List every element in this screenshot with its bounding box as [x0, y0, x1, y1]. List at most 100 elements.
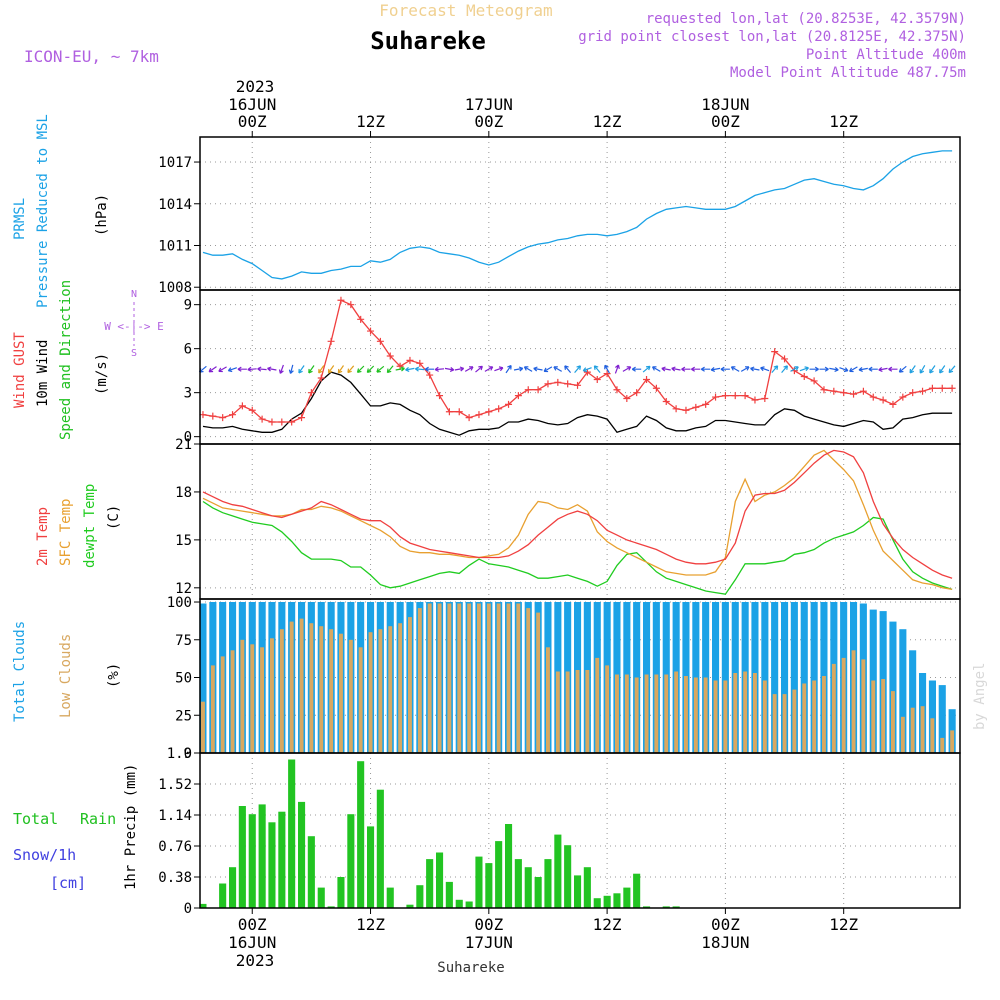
total-cloud-bar: [721, 602, 729, 753]
wind-direction-arrow-icon: [237, 366, 247, 372]
precip-unit: 1hr Precip (mm): [123, 764, 139, 890]
gust-line-point: [406, 356, 414, 364]
gust-line-point: [840, 389, 848, 397]
low-cloud-bar: [279, 629, 284, 753]
gust-line-point: [288, 418, 296, 426]
wind-direction-arrow-icon: [604, 364, 610, 374]
temp-label: 2m Temp: [35, 507, 51, 566]
gust-line-point: [268, 418, 276, 426]
gust-line-point: [544, 380, 552, 388]
wind-direction-arrow-icon: [298, 365, 305, 374]
low-cloud-bar: [565, 671, 570, 753]
low-cloud-bar: [546, 647, 550, 753]
low-cloud-bar: [378, 629, 383, 753]
rain-bar: [288, 759, 296, 908]
wind-direction-arrow-icon: [760, 366, 770, 372]
low-cloud-bar: [486, 603, 491, 753]
clouds-unit: (%): [106, 663, 122, 688]
wind-direction-arrow-icon: [484, 366, 494, 372]
gust-line-point: [603, 370, 611, 378]
wind-direction-arrow-icon: [227, 367, 237, 373]
wind-direction-arrow-icon: [424, 366, 435, 372]
gust-line-point: [613, 386, 621, 394]
low-cloud-bar: [270, 638, 274, 753]
wind-direction-arrow-icon: [553, 366, 562, 372]
wind-direction-arrow-icon: [750, 366, 760, 372]
wind-direction-arrow-icon: [434, 366, 445, 372]
wind-direction-arrow-icon: [278, 364, 284, 374]
low-cloud-bar: [408, 617, 412, 753]
gust-line-point: [386, 352, 394, 360]
low-cloud-bar: [516, 603, 521, 753]
gust-line-point: [416, 359, 424, 367]
wind-direction-arrow-icon: [929, 365, 936, 374]
low-cloud-bar: [624, 674, 629, 753]
rain-bar: [406, 904, 414, 908]
total-cloud-bar: [712, 602, 720, 753]
gust-line-point: [209, 412, 217, 420]
gust-line-point: [593, 375, 601, 383]
total-cloud-bar: [810, 602, 818, 753]
wind-direction-arrow-icon: [809, 366, 819, 372]
gust-line-point: [919, 387, 927, 395]
gust-line-point: [465, 414, 473, 422]
wind-direction-arrow-icon: [919, 365, 926, 374]
gust-line-point: [376, 337, 384, 345]
wind-direction-arrow-icon: [247, 366, 257, 372]
low-cloud-bar: [644, 674, 649, 753]
low-cloud-bar: [703, 677, 708, 753]
bottom-time-label: 12Z: [829, 915, 858, 934]
temperature-ytick-label: 21: [175, 437, 192, 453]
gust-line-point: [475, 411, 483, 419]
low-cloud-bar: [329, 629, 334, 753]
wind-direction-arrow-icon: [819, 366, 829, 372]
point-altitude: Point Altitude 400m: [806, 47, 966, 63]
gust-line-point: [928, 384, 936, 392]
low-cloud-bar: [930, 718, 935, 753]
low-cloud-bar: [309, 623, 314, 753]
low-cloud-bar: [802, 683, 807, 753]
top-time-label: 00Z: [474, 112, 503, 131]
wind-direction-arrow-icon: [308, 365, 315, 374]
precipitation-panel-border: [199, 752, 961, 909]
gust-line-point: [298, 414, 306, 422]
precipitation-ytick-label: 0.38: [158, 870, 192, 886]
gust-line-point: [761, 395, 769, 403]
wind-direction-arrow-icon: [681, 366, 691, 372]
total-cloud-bar: [199, 603, 207, 753]
wind-direction-arrow-icon: [208, 366, 217, 373]
gust-line-point: [367, 327, 375, 335]
low-cloud-bar: [733, 673, 738, 753]
gust-line-point: [948, 384, 956, 392]
precip-labels: Total Rain Snow/1h [cm] 1hr Precip (mm): [13, 764, 139, 892]
low-cloud-bar: [822, 676, 826, 753]
model-altitude: Model Point Altitude 487.75m: [730, 65, 966, 81]
gust-line-point: [850, 390, 858, 398]
low-cloud-bar: [536, 612, 541, 753]
low-cloud-bar: [772, 694, 777, 753]
low-cloud-bar: [457, 603, 462, 753]
gust-line-point: [317, 374, 325, 382]
wind-speed-line: [202, 371, 953, 436]
gust-line-point: [357, 315, 365, 323]
low-cloud-bar: [615, 674, 619, 753]
wind-direction-arrow-icon: [386, 365, 394, 374]
rain-bar: [238, 806, 246, 908]
wind-unit: (m/s): [94, 353, 110, 395]
footer-location: Suhareke: [437, 960, 504, 976]
low-cloud-bar: [348, 639, 353, 753]
gust-line-point: [781, 355, 789, 363]
low-cloud-bar: [339, 633, 343, 753]
top-time-label: 00Z: [238, 112, 267, 131]
wind-direction-arrow-icon: [948, 365, 956, 374]
temperature-ytick-label: 12: [175, 581, 192, 597]
rain-bar: [436, 852, 444, 908]
wind-direction-arrow-icon: [878, 366, 888, 372]
rain-bar: [268, 822, 276, 908]
total-clouds-label: Total Clouds: [12, 621, 28, 722]
bottom-time-label: 18JUN: [701, 933, 749, 952]
top-time-label: 00Z: [711, 112, 740, 131]
low-cloud-bar: [881, 679, 886, 753]
low-cloud-bar: [664, 674, 669, 753]
low-cloud-bar: [792, 689, 797, 753]
